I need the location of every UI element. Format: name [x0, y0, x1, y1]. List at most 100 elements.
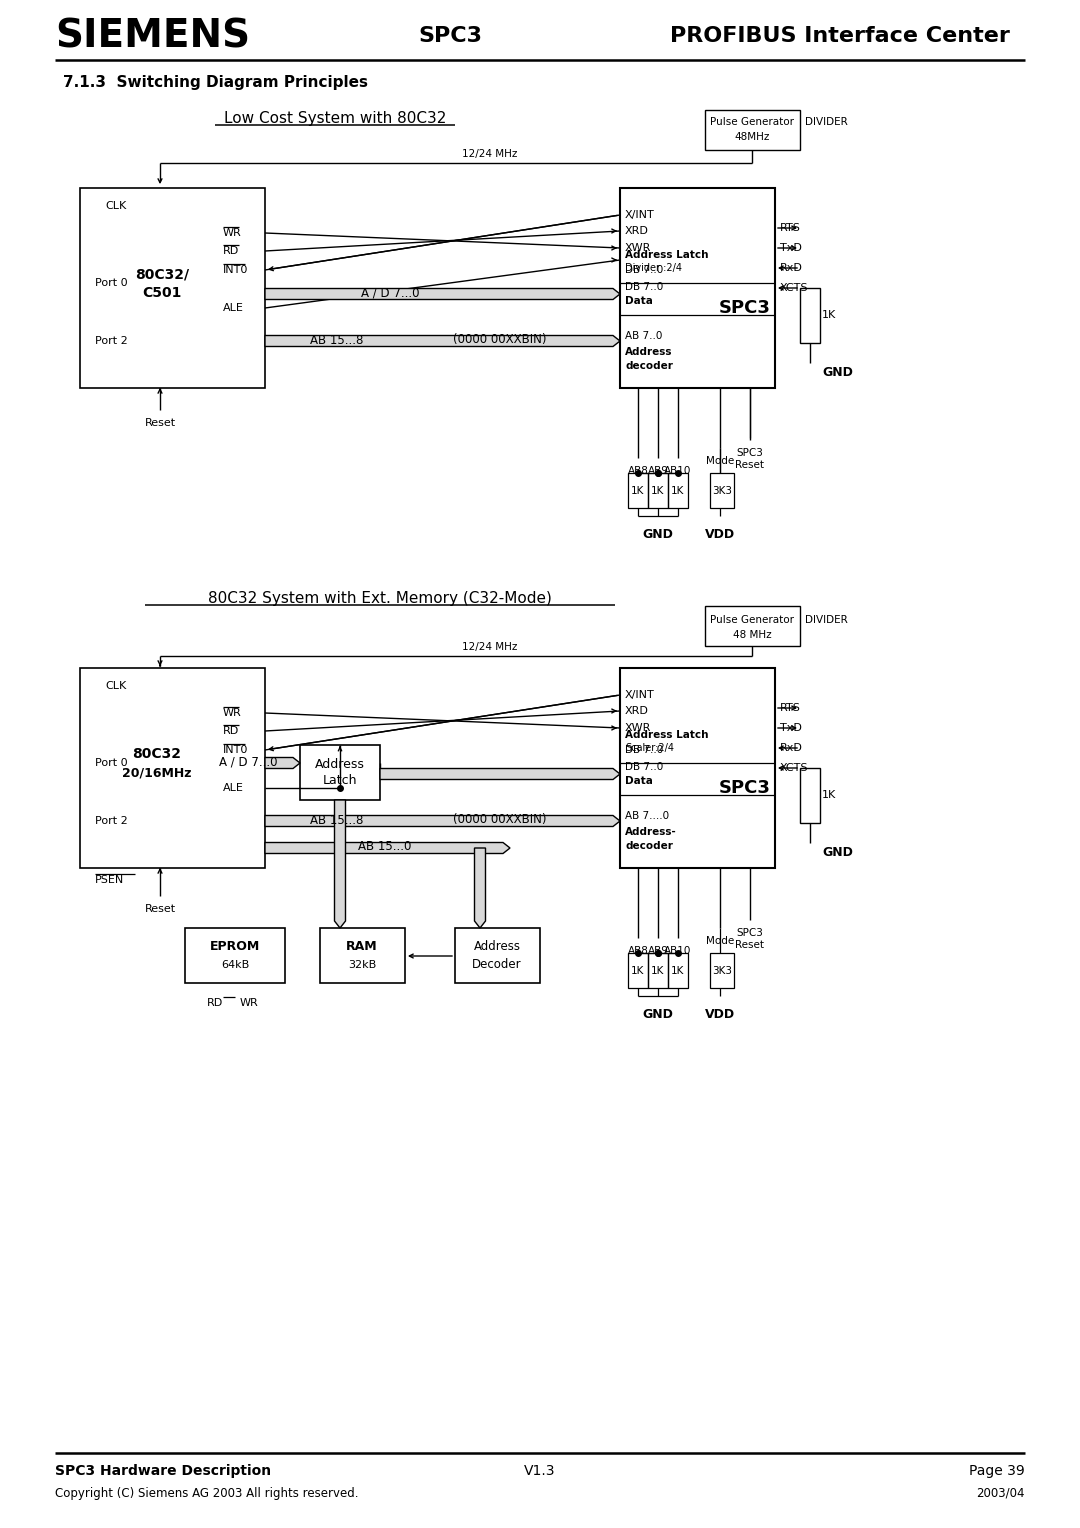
- Text: X/INT: X/INT: [625, 691, 654, 700]
- Text: Address: Address: [315, 758, 365, 772]
- Text: Port 0: Port 0: [95, 758, 127, 769]
- Text: (0000 00XXBIN): (0000 00XXBIN): [454, 813, 546, 827]
- Text: A / D 7...0: A / D 7...0: [361, 287, 419, 299]
- Text: WR: WR: [222, 707, 242, 718]
- Text: INT0: INT0: [222, 264, 248, 275]
- Text: 1K: 1K: [632, 486, 645, 497]
- Text: WR: WR: [222, 228, 242, 238]
- Text: Address: Address: [473, 941, 521, 953]
- Text: 80C32 System with Ext. Memory (C32-Mode): 80C32 System with Ext. Memory (C32-Mode): [208, 590, 552, 605]
- Text: X/INT: X/INT: [625, 209, 654, 220]
- Polygon shape: [380, 769, 620, 779]
- Bar: [185, 927, 285, 983]
- Text: AB 7..0: AB 7..0: [625, 332, 662, 341]
- Text: XCTS: XCTS: [780, 762, 809, 773]
- Text: Data: Data: [625, 296, 653, 306]
- Text: Address: Address: [625, 347, 673, 358]
- Bar: [320, 927, 405, 983]
- Text: Latch: Latch: [323, 775, 357, 787]
- Text: DIVIDER: DIVIDER: [805, 614, 848, 625]
- Text: VDD: VDD: [705, 1008, 735, 1021]
- Bar: [648, 474, 669, 507]
- Text: RAM: RAM: [347, 941, 378, 953]
- Text: AB9: AB9: [648, 946, 669, 957]
- Text: 80C32: 80C32: [133, 747, 181, 761]
- Text: AB8: AB8: [627, 466, 648, 477]
- Text: ALE: ALE: [222, 303, 244, 313]
- Text: (0000 00XXBIN): (0000 00XXBIN): [454, 333, 546, 347]
- Text: SPC3: SPC3: [418, 26, 482, 46]
- Text: AB 7....0: AB 7....0: [625, 811, 670, 821]
- Text: ALE: ALE: [222, 782, 244, 793]
- Text: Decoder: Decoder: [472, 958, 522, 972]
- Text: RD: RD: [206, 998, 222, 1008]
- Bar: [300, 746, 380, 801]
- Text: 48MHz: 48MHz: [734, 131, 770, 142]
- Text: AB 15...8: AB 15...8: [310, 333, 363, 347]
- Text: RxD: RxD: [780, 743, 802, 753]
- Text: 1K: 1K: [672, 966, 685, 976]
- Text: XWR: XWR: [625, 723, 651, 733]
- Text: GND: GND: [822, 847, 853, 859]
- Polygon shape: [265, 289, 620, 299]
- Text: 80C32/: 80C32/: [135, 267, 189, 281]
- Text: Reset: Reset: [735, 460, 765, 471]
- Text: XRD: XRD: [625, 226, 649, 235]
- Text: DB 7..0: DB 7..0: [625, 762, 663, 772]
- Text: Data: Data: [625, 776, 653, 785]
- Text: decoder: decoder: [625, 840, 673, 851]
- Polygon shape: [265, 336, 620, 347]
- Text: Port 0: Port 0: [95, 278, 127, 287]
- Text: 3K3: 3K3: [712, 966, 732, 976]
- Text: Mode: Mode: [706, 937, 734, 946]
- Text: Page 39: Page 39: [969, 1464, 1025, 1478]
- Bar: [80, 668, 265, 868]
- Bar: [800, 769, 820, 824]
- Text: 1K: 1K: [822, 790, 836, 801]
- Bar: [620, 188, 775, 388]
- Text: V1.3: V1.3: [524, 1464, 556, 1478]
- Text: Scaler:2/4: Scaler:2/4: [625, 743, 674, 753]
- Bar: [669, 474, 688, 507]
- Text: 1K: 1K: [672, 486, 685, 497]
- Text: 32kB: 32kB: [348, 960, 376, 970]
- Text: Mode: Mode: [706, 455, 734, 466]
- Text: GND: GND: [643, 529, 674, 541]
- Text: AB8: AB8: [627, 946, 648, 957]
- Bar: [627, 953, 648, 989]
- Text: SPC3: SPC3: [719, 299, 771, 316]
- Text: RD: RD: [222, 726, 240, 736]
- Text: 1K: 1K: [651, 486, 664, 497]
- Text: CLK: CLK: [105, 202, 126, 211]
- Text: AB 15...8: AB 15...8: [310, 813, 363, 827]
- Text: 64kB: 64kB: [221, 960, 249, 970]
- Text: XRD: XRD: [625, 706, 649, 717]
- Text: 48 MHz: 48 MHz: [732, 630, 771, 640]
- Text: Address Latch: Address Latch: [625, 251, 708, 260]
- Text: RTS: RTS: [780, 703, 801, 714]
- Text: SIEMENS: SIEMENS: [55, 17, 251, 55]
- Text: Pulse Generator: Pulse Generator: [710, 614, 794, 625]
- Text: Divider :2/4: Divider :2/4: [625, 263, 681, 274]
- Text: SPC3: SPC3: [719, 779, 771, 798]
- Bar: [669, 953, 688, 989]
- Text: 12/24 MHz: 12/24 MHz: [462, 642, 517, 652]
- Text: Reset: Reset: [145, 905, 176, 914]
- Bar: [705, 607, 800, 646]
- Text: SPC3: SPC3: [737, 927, 764, 938]
- Text: RD: RD: [222, 246, 240, 257]
- Text: RxD: RxD: [780, 263, 802, 274]
- Text: XWR: XWR: [625, 243, 651, 254]
- Polygon shape: [335, 801, 346, 927]
- Text: PROFIBUS Interface Center: PROFIBUS Interface Center: [670, 26, 1010, 46]
- Text: AB9: AB9: [648, 466, 669, 477]
- Text: DB 7..0: DB 7..0: [625, 746, 663, 755]
- Text: GND: GND: [822, 367, 853, 379]
- Text: TxD: TxD: [780, 243, 801, 254]
- Polygon shape: [265, 816, 620, 827]
- Text: A / D 7...0: A / D 7...0: [219, 755, 278, 769]
- Text: C501: C501: [143, 286, 181, 299]
- Text: EPROM: EPROM: [210, 941, 260, 953]
- Text: AB10: AB10: [664, 466, 691, 477]
- Text: RTS: RTS: [780, 223, 801, 232]
